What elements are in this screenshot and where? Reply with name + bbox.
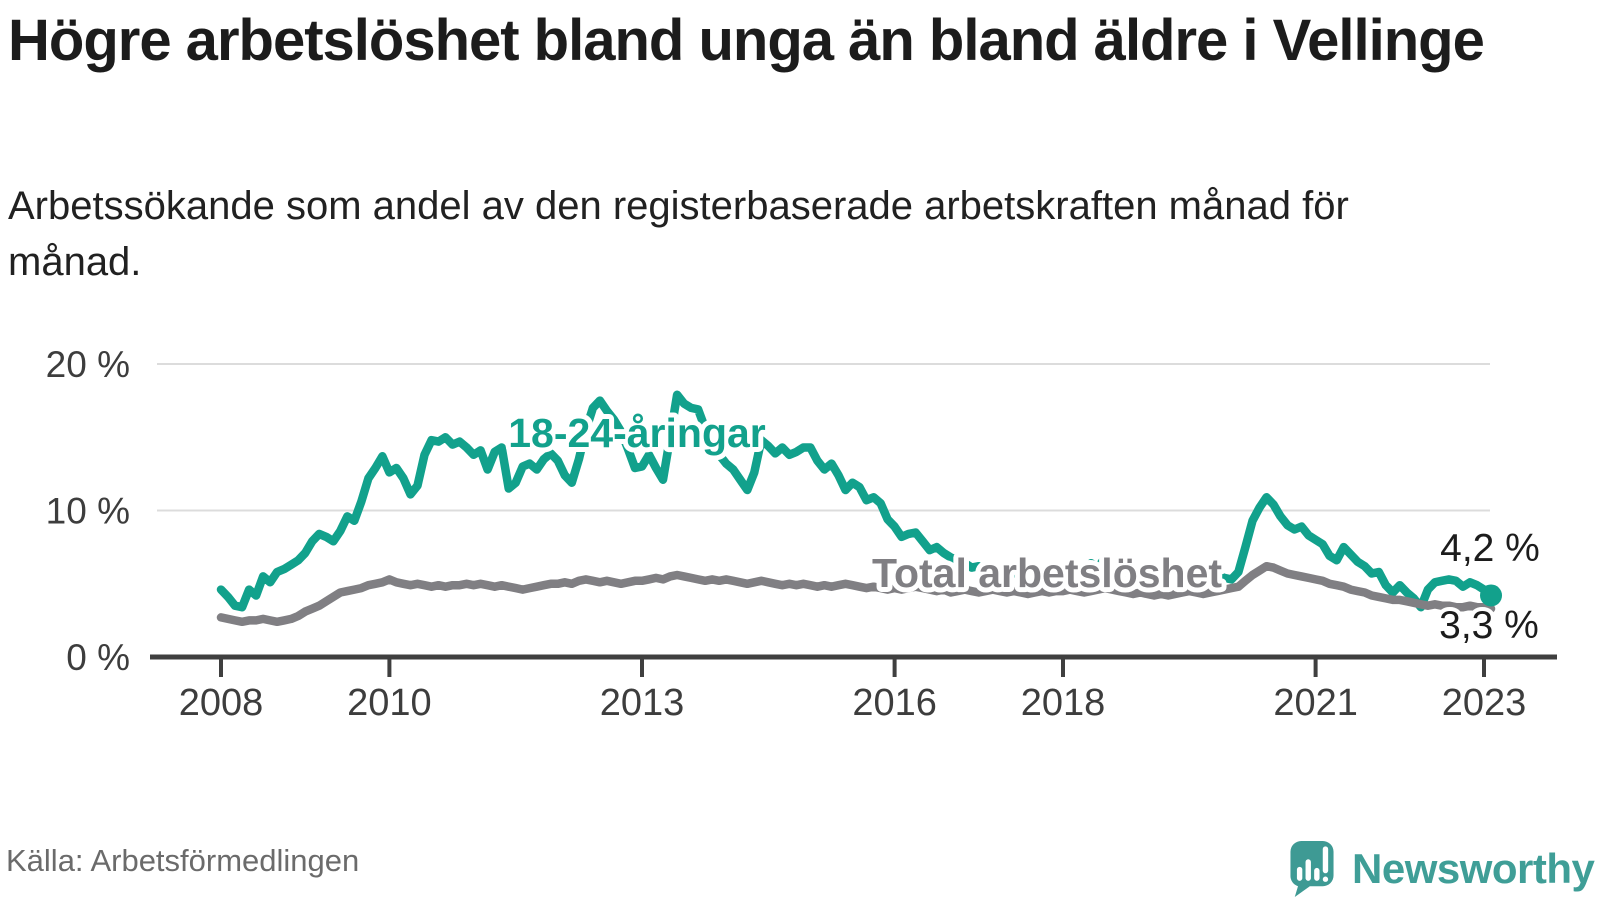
exclamation-dot <box>1322 876 1329 882</box>
chart-title: Högre arbetslöshet bland unga än bland ä… <box>8 8 1485 73</box>
newsworthy-wordmark: Newsworthy <box>1352 845 1595 892</box>
newsworthy-pin-icon <box>1290 841 1334 897</box>
end-point-dot <box>1480 584 1503 607</box>
x-tick-label: 2008 <box>179 682 264 724</box>
end-value-label: 3,3 % <box>1439 604 1539 647</box>
bar-medium <box>1314 867 1320 881</box>
series-label-young: 18-24-åringar <box>508 410 766 456</box>
source-note: Källa: Arbetsförmedlingen <box>6 843 360 878</box>
x-tick-label: 2013 <box>600 682 685 724</box>
x-tick-label: 2023 <box>1442 682 1527 724</box>
y-axis-label: 10 % <box>46 491 130 532</box>
bar-small <box>1296 866 1303 881</box>
x-tick-label: 2021 <box>1273 682 1358 724</box>
newsworthy-logo: Newsworthy <box>1290 841 1600 901</box>
y-axis-label: 0 % <box>66 637 130 678</box>
series-label-total: Total arbetslöshet <box>872 550 1222 596</box>
bar-tall <box>1305 859 1311 881</box>
x-tick-label: 2016 <box>852 682 937 724</box>
end-value-label: 4,2 % <box>1440 527 1540 570</box>
line-chart: 0 % 10 % 20 % 2008 2010 2013 2016 2018 2021 2023 1… <box>46 344 1557 724</box>
exclamation-bar <box>1322 846 1329 874</box>
chart-subtitle: Arbetssökande som andel av den registerb… <box>8 184 1349 284</box>
series-line-total <box>216 561 1496 627</box>
pin-shape <box>1290 841 1334 897</box>
series-line-young <box>216 390 1496 612</box>
y-axis-label: 20 % <box>46 344 130 385</box>
x-tick-label: 2018 <box>1021 682 1106 724</box>
x-tick-label: 2010 <box>347 682 432 724</box>
